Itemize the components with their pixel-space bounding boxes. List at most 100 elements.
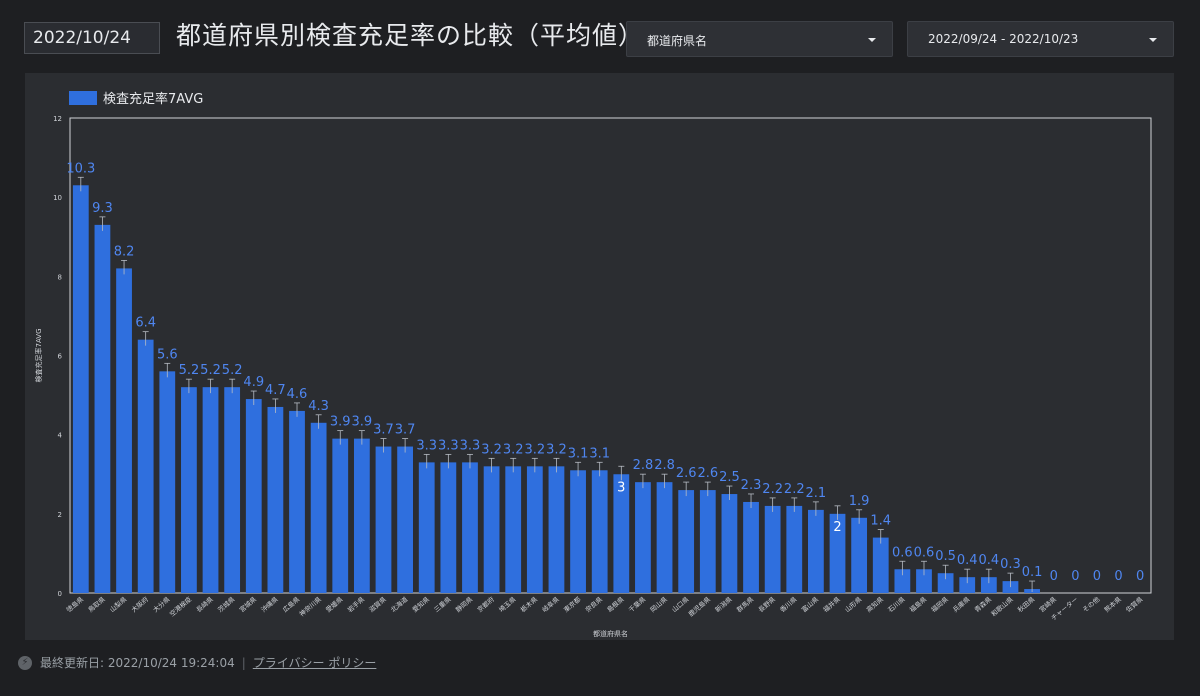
bar: [591, 470, 608, 593]
bar-value-label: 5.2: [222, 363, 243, 378]
x-tick-label: その他: [1081, 594, 1102, 614]
bar: [829, 513, 846, 593]
y-tick-label: 10: [53, 194, 62, 202]
x-tick-label: 山形県: [843, 594, 864, 614]
bar-value-label: 2.6: [676, 466, 697, 481]
x-tick-label: 愛媛県: [324, 594, 345, 614]
bar: [397, 446, 414, 593]
x-tick-label: 北海道: [389, 594, 410, 614]
bar: [743, 501, 759, 593]
y-tick-label: 2: [58, 511, 62, 519]
bar-value-label: 6.4: [135, 316, 156, 331]
footer: ⚡ 最終更新日: 2022/10/24 19:24:04 | プライバシー ポリ…: [18, 654, 376, 671]
bar-value-label: 3.9: [352, 415, 373, 430]
plot-frame: [69, 117, 1152, 594]
bar: [613, 474, 630, 593]
bar: [980, 577, 997, 593]
bar-value-label: 0.5: [935, 549, 956, 564]
bar-value-label: 0.3: [1000, 557, 1021, 572]
x-tick-label: 福井県: [821, 594, 842, 614]
bar: [807, 509, 824, 593]
x-tick-label: 和歌山県: [989, 594, 1015, 618]
bar-chart: 検査充足率7AVG 0 2 4 6 8 10 12 検査充足率7AVG 都道府県名 10.3 徳島県 9…: [34, 91, 1152, 638]
x-tick-label: 佐賀県: [1124, 594, 1145, 614]
bar: [462, 462, 478, 593]
bar-value-label: 2.5: [719, 470, 740, 485]
x-axis-title: 都道府県名: [593, 629, 628, 638]
x-tick-label: 長崎県: [194, 594, 215, 614]
last-updated-text: 最終更新日: 2022/10/24 19:24:04: [40, 656, 235, 670]
bar: [202, 387, 219, 593]
bar-value-label: 4.7: [265, 383, 286, 398]
bar: [332, 438, 349, 593]
bar-value-label: 2.6: [697, 466, 718, 481]
x-tick-label: 山梨県: [108, 594, 129, 614]
bar-value-label: 4.9: [243, 375, 264, 390]
x-tick-label: 茨城県: [216, 594, 237, 614]
bar-value-label: 0: [1136, 569, 1144, 584]
bar: [418, 462, 435, 593]
x-tick-label: 徳島県: [64, 594, 85, 614]
x-tick-label: 群馬県: [735, 594, 756, 614]
chart-panel: 検査充足率7AVG 0 2 4 6 8 10 12 検査充足率7AVG 都道府県名 10.3 徳島県 9…: [25, 73, 1174, 640]
x-tick-label: 石川県: [887, 595, 907, 614]
bar: [548, 466, 565, 593]
bar: [505, 466, 522, 593]
x-tick-label: 栃木県: [518, 594, 539, 614]
x-tick-label: 沖縄県: [259, 594, 280, 614]
bar-value-label: 3.7: [395, 423, 416, 438]
report-date-field[interactable]: 2022/10/24: [24, 22, 160, 54]
bar-value-label: 5.6: [157, 347, 178, 362]
bar: [851, 517, 868, 593]
bar: [94, 224, 111, 593]
x-tick-label: 三重県: [433, 595, 453, 614]
chevron-down-icon: [868, 38, 876, 42]
x-tick-label: 奈良県: [583, 594, 604, 614]
x-tick-label: 埼玉県: [497, 594, 518, 614]
bar-value-label: 3.1: [568, 446, 589, 461]
date-range-dropdown[interactable]: 2022/09/24 - 2022/10/23: [907, 21, 1174, 57]
y-tick-label: 4: [58, 432, 63, 440]
bar-value-label: 2.1: [806, 486, 827, 501]
bar-value-label: 8.2: [114, 244, 135, 259]
bar: [699, 490, 716, 593]
bar-value-label: 2.3: [741, 478, 762, 493]
y-tick-label: 0: [58, 590, 62, 598]
prefecture-filter-dropdown[interactable]: 都道府県名: [626, 21, 893, 57]
bar: [137, 339, 154, 593]
bar: [245, 399, 262, 593]
bar: [116, 268, 132, 593]
bar-value-label: 0.4: [979, 553, 1000, 568]
bar-value-label: 3.9: [330, 415, 351, 430]
bar-value-label: 1.9: [849, 494, 870, 509]
x-tick-label: 福岡県: [929, 594, 950, 614]
bar-value-label: 9.3: [92, 201, 113, 216]
bar: [570, 470, 586, 593]
privacy-policy-link[interactable]: プライバシー ポリシー: [252, 656, 377, 670]
x-tick-label: 香川県: [778, 594, 799, 614]
bar-value-label: 2.2: [784, 482, 805, 497]
bar-value-label: 3.3: [460, 438, 481, 453]
bar: [375, 446, 392, 593]
page-title: 都道府県別検査充足率の比較（平均値）: [176, 21, 645, 50]
x-tick-label: 愛知県: [410, 594, 431, 614]
x-tick-label: 福島県: [908, 594, 929, 614]
x-tick-label: 鹿児島県: [686, 594, 712, 618]
bar: [224, 387, 241, 593]
bar: [181, 387, 197, 593]
bar: [656, 482, 673, 593]
bar-value-label: 3.3: [438, 438, 459, 453]
bar-value-label: 0.6: [914, 545, 935, 560]
bar: [159, 371, 176, 593]
bar-value-label: 0.6: [892, 545, 913, 560]
bar: [721, 494, 738, 593]
bar: [937, 573, 954, 593]
bar-value-label: 0.4: [957, 553, 978, 568]
bar-value-label: 0.1: [1022, 565, 1043, 580]
x-tick-label: 岐阜県: [540, 594, 561, 614]
x-tick-label: 鳥取県: [86, 594, 107, 614]
bar: [635, 482, 651, 593]
bar-value-label: 3.1: [589, 446, 610, 461]
bar: [678, 490, 695, 593]
x-tick-label: 静岡県: [454, 594, 475, 614]
